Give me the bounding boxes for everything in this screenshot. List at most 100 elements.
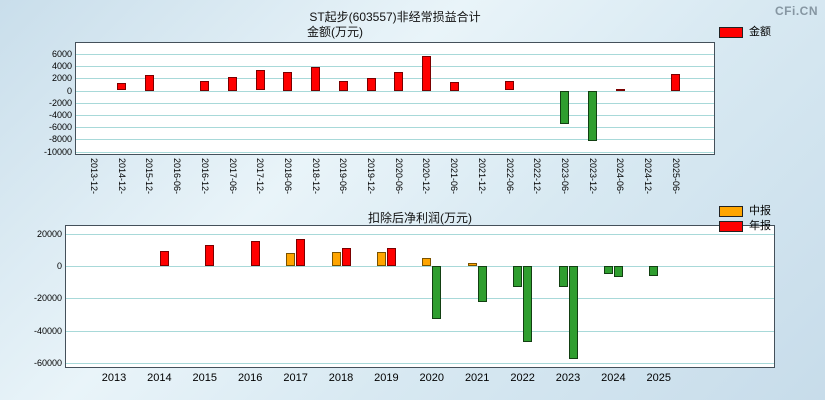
x-axis-tick-label: 2019 [374, 372, 399, 384]
bar [615, 89, 625, 92]
bar-interim [331, 251, 341, 267]
bar [144, 74, 154, 91]
y-axis-tick-label: -2000 [48, 97, 72, 108]
x-axis-tick-label: 2024-12- [643, 158, 653, 195]
bar-annual [341, 248, 351, 267]
bar-annual [477, 266, 487, 303]
bar [255, 70, 265, 91]
legend-swatch [719, 27, 743, 38]
bar-annual [386, 247, 396, 267]
grid-line [76, 102, 714, 104]
x-axis-tick-label: 2024 [601, 372, 626, 384]
y-axis-tick-label: -10000 [43, 146, 72, 157]
bar [588, 90, 598, 141]
grid-line [76, 127, 714, 129]
x-axis-tick-label: 2022-12- [532, 158, 543, 195]
bar [311, 66, 321, 91]
x-axis-tick-label: 2022 [510, 372, 535, 384]
chart2-title: 扣除后净利润(万元) [368, 211, 472, 225]
chart1-legend: 金额 [719, 27, 771, 38]
x-axis-tick-label: 2017-12- [255, 158, 266, 195]
x-axis-tick-label: 2020-06- [393, 158, 404, 195]
legend-swatch [719, 206, 743, 217]
bar [505, 81, 514, 91]
legend-label: 年报 [749, 220, 771, 232]
chart1-title: ST起步(603557)非经常损益合计 [309, 10, 481, 24]
x-axis-tick-label: 2013 [101, 372, 127, 384]
x-axis-tick-label: 2018 [328, 372, 354, 384]
y-axis-tick-label: -8000 [48, 134, 72, 145]
grid-line [66, 363, 774, 365]
grid-line [76, 66, 714, 68]
y-axis-tick-label: -40000 [33, 325, 62, 336]
bar-annual [432, 266, 442, 320]
chart2-legend: 中报 年报 [719, 206, 771, 232]
grid-line [76, 139, 714, 141]
bar-interim [376, 251, 386, 267]
bar-interim [603, 266, 613, 275]
bar [560, 90, 570, 125]
x-axis-tick-label: 2025 [646, 372, 672, 384]
bar-annual [568, 266, 578, 360]
x-axis-tick-label: 2015 [192, 372, 218, 384]
x-axis-tick-label: 2016 [237, 372, 263, 384]
y-axis-tick-label: -4000 [48, 110, 72, 120]
bar-interim [558, 266, 568, 288]
bar [394, 71, 404, 91]
x-axis-tick-label: 2021-06- [449, 158, 460, 195]
bar-interim [513, 266, 523, 288]
x-axis-tick-label: 2017-06- [227, 158, 238, 195]
grid-line [76, 54, 714, 55]
y-axis-tick-label: 20000 [36, 228, 62, 239]
y-axis-tick-label: 6000 [51, 49, 72, 59]
bar-annual [613, 266, 623, 277]
legend-item: 金额 [719, 27, 771, 38]
bar [421, 56, 431, 91]
x-axis-tick-label: 2019-12- [366, 158, 376, 195]
x-axis-tick-label: 2016-06- [172, 158, 183, 195]
grid-line [76, 151, 714, 153]
bar [283, 72, 293, 91]
grid-line [66, 266, 774, 268]
bar-annual [250, 241, 260, 267]
grid-line [66, 233, 774, 235]
x-axis-tick-label: 2018-06- [282, 158, 293, 195]
y-axis-tick-label: -60000 [33, 358, 62, 369]
x-axis-tick-label: 2023-06- [559, 158, 570, 195]
x-axis-tick-label: 2014-12- [116, 158, 127, 195]
bar [117, 82, 127, 91]
grid-line [76, 90, 714, 92]
bar [449, 82, 459, 91]
bar [228, 76, 237, 91]
bar [671, 73, 681, 91]
x-axis-tick-label: 2020 [419, 372, 445, 384]
x-axis-tick-label: 2021-12- [476, 158, 487, 195]
x-axis-tick-label: 2023-12- [587, 158, 598, 195]
x-axis-tick-label: 2016-12- [199, 158, 210, 195]
x-axis-tick-label: 2025-06- [670, 158, 681, 195]
x-axis-tick-label: 2022-06- [504, 158, 515, 195]
grid-line [76, 115, 714, 116]
bar-annual [159, 250, 169, 267]
y-axis-tick-label: 0 [66, 85, 72, 96]
bar [338, 80, 348, 91]
bar-interim [467, 262, 477, 267]
bar [366, 77, 376, 91]
x-axis-tick-label: 2015-12- [144, 158, 155, 195]
legend-label: 金额 [749, 26, 771, 38]
x-axis-tick-label: 2017 [283, 372, 308, 384]
legend-swatch [719, 221, 743, 232]
x-axis-tick-label: 2013-12- [89, 158, 99, 195]
chart1-plot-area: 6000 4000 2000 0 -2000 -4000 -6000 -8000 -10000 2… [44, 42, 715, 194]
bar [200, 80, 210, 91]
x-axis-tick-label: 2014 [147, 372, 172, 384]
chart2-plot-area: 20000 0 -20000 -40000 -60000 2013 2014 2015 2016… [34, 225, 775, 384]
legend-label: 中报 [749, 205, 771, 217]
bar-annual [296, 239, 306, 267]
x-axis-tick-label: 2019-06- [338, 158, 349, 195]
bar-annual [205, 245, 215, 267]
y-axis-tick-label: -20000 [33, 293, 62, 304]
bar-interim [286, 253, 296, 267]
y-axis-tick-label: 4000 [51, 61, 72, 72]
